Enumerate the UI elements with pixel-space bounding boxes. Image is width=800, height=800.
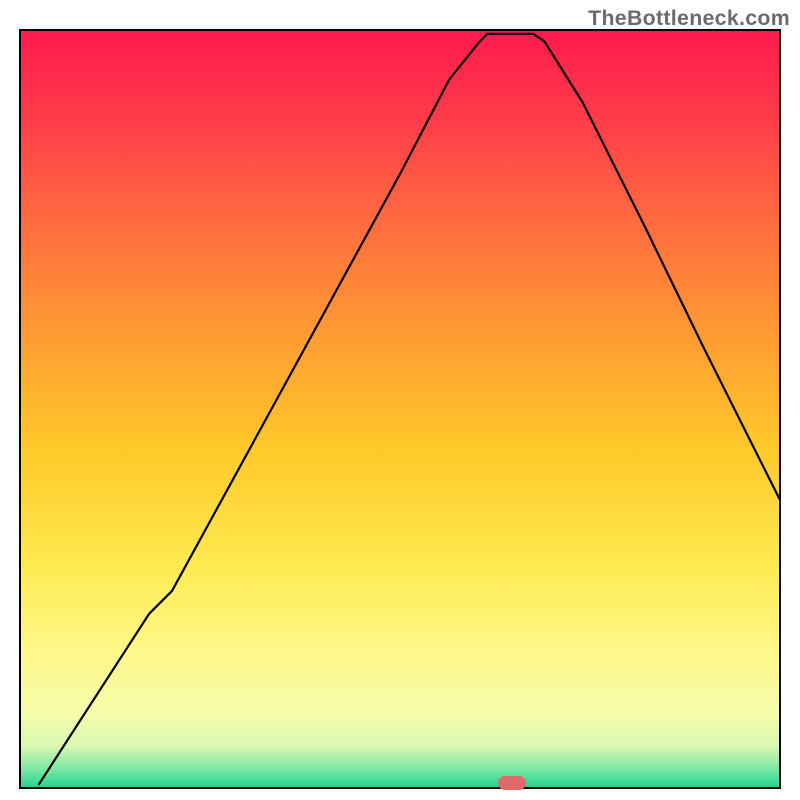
optimal-point-marker [498, 776, 526, 790]
gradient-background [20, 30, 780, 788]
watermark-text: TheBottleneck.com [588, 6, 790, 31]
chart-container: TheBottleneck.com [0, 0, 800, 800]
chart-svg [0, 0, 800, 800]
